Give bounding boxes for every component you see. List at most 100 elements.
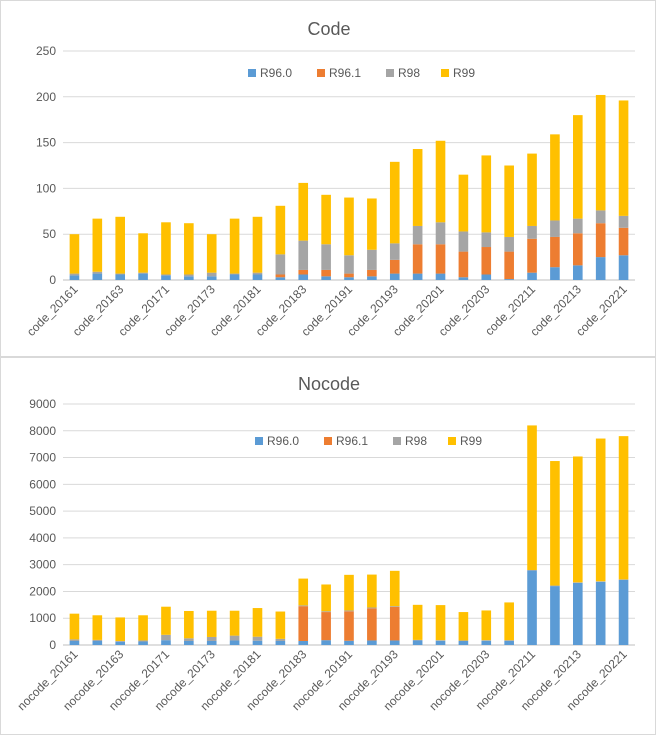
nocode-bar-r96-0-nocode_20201 xyxy=(435,640,446,645)
code-legend-label: R98 xyxy=(398,66,420,80)
nocode-legend-swatch xyxy=(393,437,401,445)
code-y-tick-label: 50 xyxy=(43,227,57,241)
code-bar-r98-code_20212 xyxy=(550,220,560,237)
nocode-legend-label: R96.0 xyxy=(267,434,299,448)
nocode-bar-r98-nocode_20172 xyxy=(184,638,194,641)
nocode-bar-r96-0-nocode_20171 xyxy=(161,640,171,645)
code-bar-r96-0-code_20211 xyxy=(527,272,537,280)
nocode-bar-r98-nocode_20203 xyxy=(481,640,492,641)
nocode-bar-r96-0-nocode_20174 xyxy=(229,640,240,645)
nocode-bar-r99-nocode_20173 xyxy=(206,610,217,637)
code-bar-r96-1-code_20201 xyxy=(435,244,446,274)
nocode-bar-r99-nocode_20164 xyxy=(138,615,148,641)
nocode-bar-r99-nocode_20194 xyxy=(412,604,423,640)
nocode-y-tick-label: 2000 xyxy=(29,584,56,598)
nocode-bar-r98-nocode_20213 xyxy=(572,582,583,583)
nocode-bar-r98-nocode_20202 xyxy=(458,640,469,641)
code-bar-r96-0-code_20203 xyxy=(481,274,492,280)
code-bar-r98-code_20211 xyxy=(527,225,537,239)
code-bar-r96-0-code_20163 xyxy=(115,274,126,280)
nocode-bar-r96-0-nocode_20194 xyxy=(412,640,423,645)
nocode-bar-r96-1-nocode_20192 xyxy=(367,608,377,641)
nocode-bar-r98-nocode_20182 xyxy=(275,638,286,641)
code-bar-r99-code_20193 xyxy=(389,161,400,244)
code-bar-r96-1-code_20193 xyxy=(389,259,400,274)
code-bar-r96-0-code_20183 xyxy=(298,274,309,280)
nocode-bar-r98-nocode_20204 xyxy=(504,640,514,641)
code-chart-panel: Code 0 50 100 150 200 250 code_20161 code_20163 c… xyxy=(0,0,656,357)
nocode-bar-r96-0-nocode_20162 xyxy=(92,640,103,645)
code-bar-r96-0-code_20191 xyxy=(344,277,354,280)
code-bar-r96-0-code_20174 xyxy=(229,274,240,280)
code-bar-r98-code_20173 xyxy=(206,272,217,277)
nocode-y-tick-label: 8000 xyxy=(29,424,56,438)
nocode-bar-r98-nocode_20171 xyxy=(161,634,171,641)
nocode-bar-r99-nocode_20174 xyxy=(229,610,240,636)
nocode-bar-r96-0-nocode_20184 xyxy=(321,640,331,645)
nocode-bar-r96-1-nocode_20184 xyxy=(321,612,331,641)
nocode-bar-r99-nocode_20212 xyxy=(550,461,560,586)
code-bar-r98-code_20182 xyxy=(275,254,286,275)
code-bar-r98-code_20213 xyxy=(572,218,583,234)
nocode-legend-label: R96.1 xyxy=(336,434,368,448)
code-bar-r96-1-code_20194 xyxy=(412,244,423,274)
nocode-bar-r99-nocode_20161 xyxy=(69,613,80,640)
nocode-y-tick-label: 9000 xyxy=(29,397,56,411)
nocode-bar-r99-nocode_20214 xyxy=(595,438,606,582)
code-bar-r96-0-code_20162 xyxy=(92,273,103,280)
code-bar-r98-code_20193 xyxy=(389,243,400,260)
code-bar-r99-code_20162 xyxy=(92,218,103,272)
code-bar-r98-code_20194 xyxy=(412,225,423,245)
code-bar-r96-1-code_20212 xyxy=(550,236,560,268)
nocode-bar-r98-nocode_20221 xyxy=(618,579,629,580)
code-bar-r99-code_20182 xyxy=(275,205,286,255)
nocode-legend-swatch xyxy=(448,437,456,445)
nocode-bar-r98-nocode_20181 xyxy=(252,636,263,641)
nocode-bar-r96-0-nocode_20172 xyxy=(184,640,194,645)
nocode-bar-r99-nocode_20183 xyxy=(298,578,309,606)
nocode-bar-r99-nocode_20172 xyxy=(184,610,194,639)
code-bar-r99-code_20173 xyxy=(206,234,217,273)
code-bar-r99-code_20184 xyxy=(321,194,331,245)
nocode-bar-r99-nocode_20213 xyxy=(572,456,583,583)
nocode-bar-r99-nocode_20202 xyxy=(458,612,469,641)
code-bar-r96-1-code_20192 xyxy=(367,269,377,277)
nocode-bar-r99-nocode_20162 xyxy=(92,615,103,640)
nocode-bar-r96-0-nocode_20213 xyxy=(572,582,583,645)
code-legend-swatch xyxy=(441,69,449,77)
code-bar-r98-code_20201 xyxy=(435,222,446,245)
nocode-bar-r96-0-nocode_20212 xyxy=(550,586,560,645)
nocode-bar-r99-nocode_20204 xyxy=(504,602,514,641)
nocode-y-tick-label: 7000 xyxy=(29,451,56,465)
nocode-bar-r99-nocode_20171 xyxy=(161,606,171,635)
code-bar-r96-0-code_20213 xyxy=(572,265,583,280)
nocode-bar-r99-nocode_20163 xyxy=(115,617,126,641)
code-bar-r96-0-code_20194 xyxy=(412,273,423,280)
code-bar-r98-code_20202 xyxy=(458,231,469,252)
nocode-bar-r98-nocode_20194 xyxy=(412,639,423,641)
code-bar-r96-1-code_20211 xyxy=(527,238,537,273)
code-y-tick-label: 100 xyxy=(36,181,56,195)
code-bar-r96-0-code_20184 xyxy=(321,276,331,280)
code-bar-r96-1-code_20182 xyxy=(275,274,286,278)
nocode-bar-r96-0-nocode_20204 xyxy=(504,640,514,645)
nocode-bar-r98-nocode_20212 xyxy=(550,585,560,587)
code-bar-r98-code_20172 xyxy=(184,274,194,277)
code-bar-r99-code_20192 xyxy=(367,198,377,250)
nocode-bar-r98-nocode_20163 xyxy=(115,640,126,642)
code-bar-r98-code_20163 xyxy=(115,273,126,275)
code-legend-label: R96.1 xyxy=(329,66,361,80)
nocode-bar-r99-nocode_20181 xyxy=(252,608,263,637)
nocode-bar-r96-0-nocode_20164 xyxy=(138,641,148,645)
code-bar-r96-0-code_20171 xyxy=(161,275,171,280)
code-bar-r98-code_20183 xyxy=(298,240,309,270)
nocode-bar-r98-nocode_20183 xyxy=(298,605,309,607)
code-y-tick-label: 0 xyxy=(49,273,56,287)
nocode-bar-r98-nocode_20161 xyxy=(69,639,80,641)
nocode-bar-r96-0-nocode_20182 xyxy=(275,640,286,645)
nocode-bar-r96-0-nocode_20191 xyxy=(344,640,354,645)
nocode-bar-r98-nocode_20164 xyxy=(138,640,148,642)
code-legend-label: R96.0 xyxy=(260,66,292,80)
code-chart-title: Code xyxy=(307,19,350,39)
code-bar-r99-code_20202 xyxy=(458,174,469,232)
